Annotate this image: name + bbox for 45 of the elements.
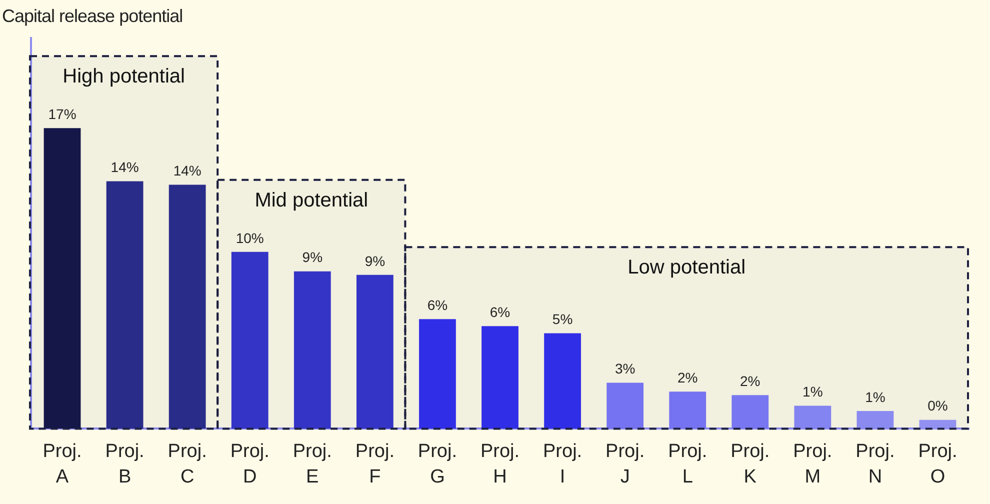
x-tick-label: Proj. C <box>168 440 207 488</box>
data-label: 2% <box>677 369 698 386</box>
bar <box>106 181 144 429</box>
x-tick-label: Proj. H <box>480 440 520 488</box>
x-tick-label: Proj. J <box>606 440 645 488</box>
text: Capital release potential <box>2 6 183 27</box>
bar <box>732 395 769 429</box>
x-tick-label: Proj. F <box>355 440 394 488</box>
data-label: 0% <box>928 398 948 414</box>
x-tick-label: Proj. N <box>856 440 895 488</box>
x-tick-label: Proj. A <box>42 440 82 488</box>
data-label: 14% <box>173 162 202 179</box>
data-label: 1% <box>802 384 823 400</box>
x-tick-label: Proj. E <box>292 440 332 488</box>
bar <box>168 184 206 429</box>
data-label: 10% <box>236 230 264 246</box>
x-tick-label: Proj. O <box>918 440 958 488</box>
bar <box>544 333 581 429</box>
x-tick-label: Proj. L <box>668 440 708 488</box>
bar <box>231 252 268 429</box>
bar <box>419 319 456 429</box>
band-label: Mid potential <box>254 189 368 212</box>
data-label: 2% <box>740 372 760 389</box>
data-label: 3% <box>614 360 636 377</box>
x-tick-label: Proj. K <box>730 440 770 488</box>
data-label: 6% <box>490 304 510 320</box>
data-label: 9% <box>302 249 323 266</box>
band-label: High potential <box>62 66 185 88</box>
x-tick-label: Proj. B <box>105 440 144 488</box>
data-label: 9% <box>364 252 386 269</box>
data-label: 14% <box>110 159 139 176</box>
x-tick-label: Proj. G <box>418 440 458 488</box>
data-label: 6% <box>427 296 448 313</box>
data-label: 17% <box>48 106 76 122</box>
bar <box>482 326 518 429</box>
data-label: 1% <box>865 388 886 405</box>
x-tick-label: Proj. D <box>230 440 270 488</box>
bar <box>669 392 706 429</box>
data-label: 5% <box>552 311 573 328</box>
x-tick-label: Proj. M <box>793 440 832 488</box>
bar <box>356 274 394 429</box>
band-label: Low potential <box>628 256 746 279</box>
bar <box>606 382 644 429</box>
bar <box>294 271 331 429</box>
x-tick-label: Proj. I <box>542 440 582 488</box>
